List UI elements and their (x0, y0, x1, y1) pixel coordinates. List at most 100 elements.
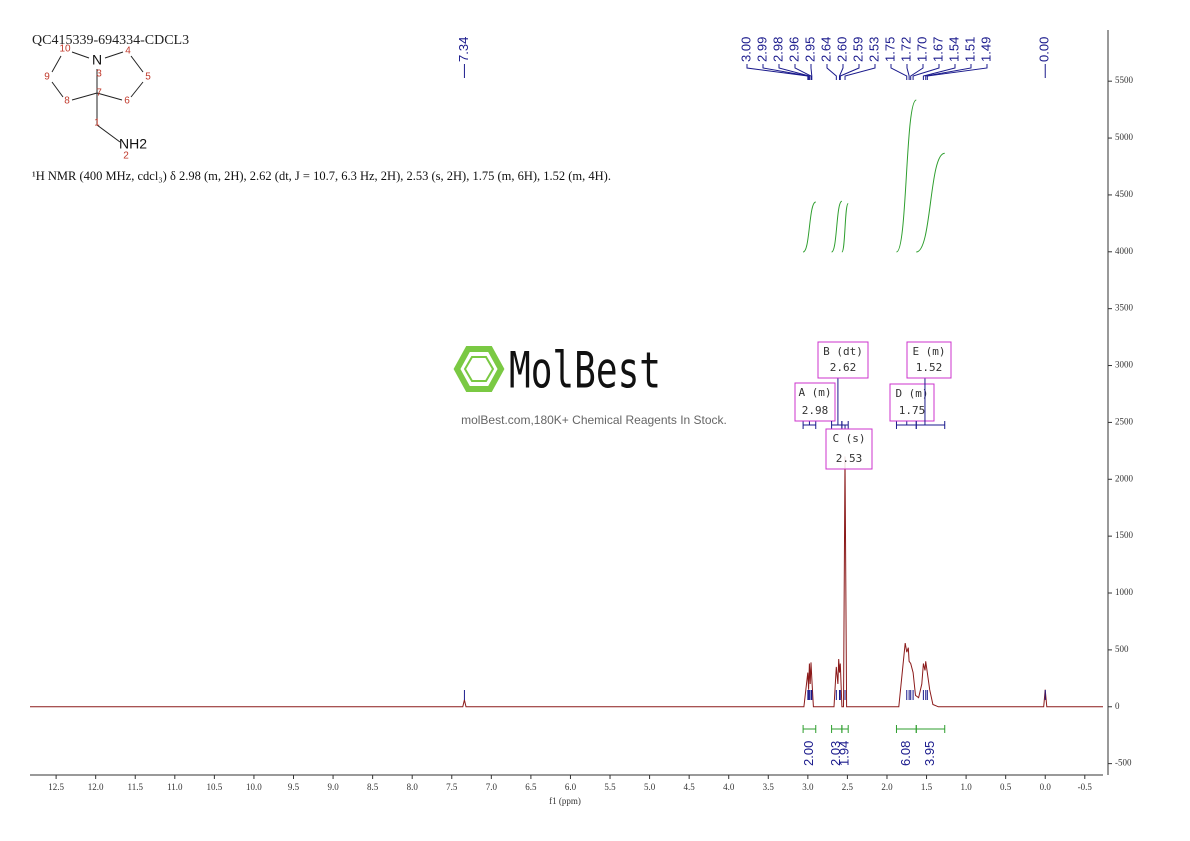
x-tick-label: 1.5 (921, 782, 933, 792)
atom-label: 5 (145, 72, 151, 83)
y-tick-label: 5000 (1115, 132, 1134, 142)
x-tick-label: 4.5 (684, 782, 696, 792)
integral-bracket (841, 725, 849, 733)
multiplet-shift: 1.75 (899, 404, 926, 417)
multiplet-name: A (m) (798, 386, 831, 399)
x-tick-label: 4.0 (723, 782, 735, 792)
peak-label: 1.67 (930, 37, 945, 62)
peak-leader (746, 64, 809, 80)
peak-label: 2.53 (866, 37, 881, 62)
y-tick-label: 0 (1115, 701, 1120, 711)
integral-curve (841, 203, 849, 253)
peak-leader (839, 64, 860, 80)
multiplet-box (906, 341, 952, 379)
x-tick-label: 9.5 (288, 782, 300, 792)
structure-bonds (51, 51, 144, 143)
x-tick-label: 2.5 (842, 782, 854, 792)
atom-label: 2 (123, 151, 129, 162)
multiplet-box (817, 341, 869, 379)
peak-label: 3.00 (738, 37, 753, 62)
integral-bracket (831, 725, 843, 733)
atom-label: 7 (96, 88, 102, 99)
tagline: molBest.com,180K+ Chemical Reagents In S… (461, 413, 727, 427)
peak-leader (838, 64, 844, 80)
multiplet-bracket (831, 421, 843, 429)
x-tick-label: 10.5 (206, 782, 222, 792)
peak-leader (810, 64, 813, 80)
peak-leader (926, 64, 988, 80)
peak-label: 1.49 (978, 37, 993, 62)
x-tick-label: 6.5 (525, 782, 537, 792)
multiplet-box (825, 428, 873, 470)
y-tick-label: 4000 (1115, 246, 1134, 256)
atom-label: 4 (125, 46, 131, 57)
multiplet-name: C (s) (832, 432, 865, 445)
peak-label: 1.54 (946, 37, 961, 62)
peak-label: 7.34 (456, 37, 471, 62)
peak-label: 2.99 (754, 37, 769, 62)
peak-label: 0.00 (1037, 37, 1052, 62)
y-tick-label: 500 (1115, 644, 1129, 654)
multiplet-name: D (m) (895, 387, 928, 400)
peak-label: 1.51 (962, 37, 977, 62)
peak-label: 1.72 (898, 37, 913, 62)
peak-label: 2.59 (850, 37, 865, 62)
peak-leader (906, 64, 910, 80)
integral-curve (896, 99, 917, 253)
x-tick-label: 11.5 (128, 782, 144, 792)
peak-leader (826, 64, 837, 80)
spectrum (30, 456, 1103, 708)
integral-label: 6.08 (898, 741, 913, 766)
x-tick-label: 1.0 (960, 782, 972, 792)
integral-bracket (895, 725, 917, 733)
peak-label: 2.96 (786, 37, 801, 62)
y-tick-label: 3000 (1115, 360, 1134, 370)
integral-bracket (915, 725, 946, 733)
y-tick-label: 1000 (1115, 587, 1134, 597)
peak-label: 2.60 (834, 37, 849, 62)
x-tick-label: 7.5 (446, 782, 458, 792)
multiplet-shift: 2.53 (836, 452, 863, 465)
multiplet-name: B (dt) (823, 345, 863, 358)
peak-label: 2.64 (818, 37, 833, 62)
integral-label: 2.03 (828, 741, 843, 766)
logo-text: MolBest (509, 342, 661, 400)
peak-leader (910, 64, 924, 80)
x-tick-label: 3.0 (802, 782, 814, 792)
description: ¹H NMR (400 MHz, cdcl₃) δ 2.98 (m, 2H), … (32, 169, 611, 183)
x-tick-label: 3.5 (763, 782, 775, 792)
peak-leader (794, 64, 812, 80)
x-tick-label: 8.0 (407, 782, 419, 792)
x-tick-label: 12.0 (88, 782, 104, 792)
y-tick-label: 1500 (1115, 530, 1134, 540)
integral-curve (831, 200, 843, 253)
peak-leader (925, 64, 972, 80)
peak-leader (762, 64, 810, 80)
multiplet-name: E (m) (912, 345, 945, 358)
peak-label: 1.75 (882, 37, 897, 62)
y-tick-label: 3500 (1115, 303, 1134, 313)
peak-leader (778, 64, 810, 80)
y-tick-label: 4500 (1115, 189, 1134, 199)
peak-leader (890, 64, 908, 80)
peak-leader (844, 64, 876, 80)
x-tick-label: 0.5 (1000, 782, 1012, 792)
peak-leader (922, 64, 956, 80)
x-tick-label: 5.0 (644, 782, 656, 792)
x-tick-label: 2.0 (881, 782, 893, 792)
y-tick-label: -500 (1115, 758, 1132, 768)
x-tick-label: 9.0 (327, 782, 339, 792)
x-tick-label: -0.5 (1078, 782, 1093, 792)
atom-label: 9 (44, 72, 50, 83)
multiplet-box (794, 382, 836, 422)
integral-label: 3.95 (922, 741, 937, 766)
logo: MolBest molBest.com,180K+ Chemical Reage… (453, 342, 727, 427)
atom-label: N (92, 52, 102, 68)
integral-curve (916, 152, 945, 253)
x-tick-label: 0.0 (1040, 782, 1052, 792)
multiplet-box (889, 383, 935, 422)
y-tick-label: 5500 (1115, 75, 1134, 85)
atom-label: 3 (96, 69, 102, 80)
integral-bracket (802, 725, 817, 733)
